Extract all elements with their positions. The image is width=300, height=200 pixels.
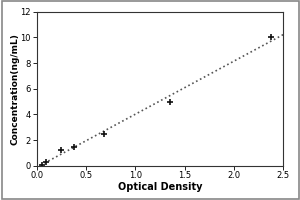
Y-axis label: Concentration(ng/mL): Concentration(ng/mL)	[10, 33, 19, 145]
X-axis label: Optical Density: Optical Density	[118, 182, 202, 192]
